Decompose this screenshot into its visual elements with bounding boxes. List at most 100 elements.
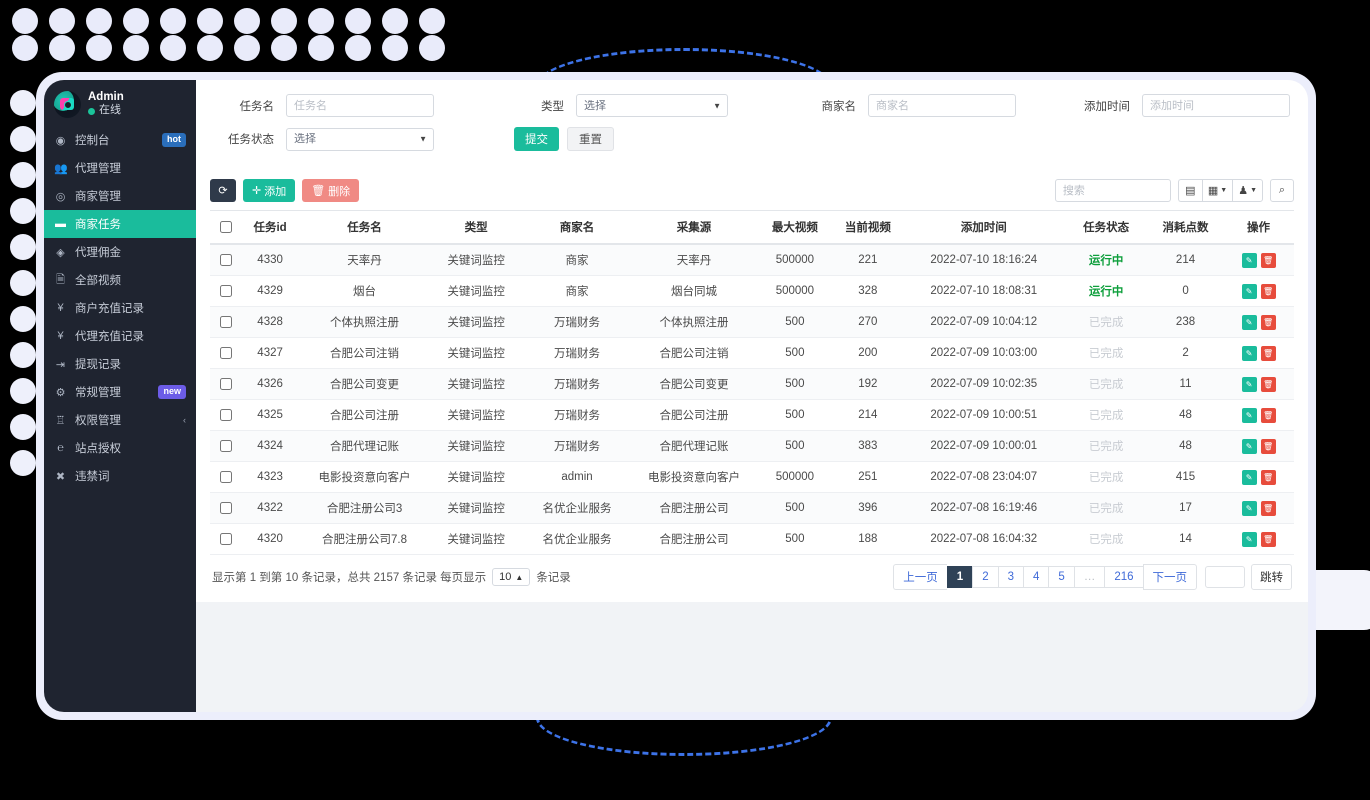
sidebar-item-5[interactable]: 🗎 全部视频 [44,266,196,294]
column-header-9[interactable]: 消耗点数 [1147,210,1224,245]
column-header-0[interactable]: 任务id [240,210,301,245]
row-checkbox[interactable] [219,378,232,390]
column-header-4[interactable]: 采集源 [630,210,758,245]
pagination-jump-button[interactable]: 跳转 [1251,564,1292,590]
sidebar-item-2[interactable]: ◎ 商家管理 [44,182,196,210]
refresh-icon[interactable]: ⟳ [210,179,236,202]
type-select[interactable]: 选择 [576,94,728,117]
row-current-video: 192 [832,368,904,400]
column-header-7[interactable]: 添加时间 [903,210,1065,245]
pencil-icon[interactable]: ✎ [1241,469,1257,485]
column-header-6[interactable]: 当前视频 [832,210,904,245]
trash-icon[interactable]: 🗑 [1260,500,1276,516]
row-checkbox[interactable] [219,440,232,452]
row-checkbox[interactable] [219,502,232,514]
added-time-input[interactable] [1142,94,1290,117]
task-name-input[interactable] [286,94,434,117]
page-size-select[interactable]: 10 ▲ [492,568,531,586]
sidebar-item-6[interactable]: ¥ 商户充值记录 [44,294,196,322]
select-all-checkbox[interactable] [219,221,232,233]
trash-icon[interactable]: 🗑 [1260,345,1276,361]
row-select-cell [210,306,241,338]
sidebar-item-12[interactable]: ✖ 违禁词 [44,462,196,490]
row-id: 4326 [240,368,301,400]
search-icon[interactable]: ⌕ [1270,179,1294,202]
column-header-8[interactable]: 任务状态 [1064,210,1148,245]
sidebar-item-7[interactable]: ¥ 代理充值记录 [44,322,196,350]
row-checkbox[interactable] [219,285,232,297]
row-checkbox[interactable] [219,471,232,483]
row-checkbox[interactable] [219,347,232,359]
pencil-icon[interactable]: ✎ [1241,283,1257,299]
row-merchant: 万瑞财务 [523,430,631,462]
trash-icon[interactable]: 🗑 [1260,407,1276,423]
pagination-prev[interactable]: 上一页 [893,564,947,590]
pencil-icon[interactable]: ✎ [1241,438,1257,454]
pencil-icon[interactable]: ✎ [1241,376,1257,392]
row-checkbox[interactable] [219,533,232,545]
pagination-page-1[interactable]: 1 [946,566,973,588]
column-header-1[interactable]: 任务名 [300,210,429,245]
pencil-icon[interactable]: ✎ [1241,531,1257,547]
table-row[interactable]: 4328 个体执照注册 关键词监控 万瑞财务 个体执照注册 500 270 2022-07-0… [210,306,1294,338]
sidebar-item-10[interactable]: ♖ 权限管理 ‹ [44,406,196,434]
pagination-page-216[interactable]: 216 [1104,566,1143,588]
pagination-page-5[interactable]: 5 [1048,566,1074,588]
add-button[interactable]: ✛ 添加 [243,179,296,202]
pencil-icon[interactable]: ✎ [1241,314,1257,330]
fullscreen-icon[interactable]: ▤ [1177,179,1202,202]
column-header-10[interactable]: 操作 [1223,210,1294,245]
task-status-select[interactable]: 选择 [286,127,434,151]
sidebar-item-9[interactable]: ⚙ 常规管理 new [44,378,196,406]
reset-button[interactable]: 重置 [567,127,614,151]
pencil-icon[interactable]: ✎ [1241,407,1257,423]
sidebar-item-1[interactable]: 👥 代理管理 [44,154,196,182]
delete-button[interactable]: 🗑 删除 [302,179,360,202]
table-row[interactable]: 4325 合肥公司注册 关键词监控 万瑞财务 合肥公司注册 500 214 2022-07-0… [210,399,1294,431]
trash-icon[interactable]: 🗑 [1260,469,1276,485]
row-checkbox[interactable] [219,316,232,328]
pencil-icon[interactable]: ✎ [1241,345,1257,361]
trash-icon[interactable]: 🗑 [1260,438,1276,454]
table-row[interactable]: 4329 烟台 关键词监控 商家 烟台同城 500000 328 2022-07-10 18:… [210,275,1294,307]
column-header-2[interactable]: 类型 [428,210,524,245]
table-row[interactable]: 4323 电影投资意向客户 关键词监控 admin 电影投资意向客户 500000 251 2… [210,461,1294,493]
table-row[interactable]: 4330 天率丹 关键词监控 商家 天率丹 500000 221 2022-07-10 18:… [210,244,1294,276]
table-row[interactable]: 4320 合肥注册公司7.8 关键词监控 名优企业服务 合肥注册公司 500 188 2022… [210,523,1294,555]
trash-icon[interactable]: 🗑 [1260,531,1276,547]
pagination-next[interactable]: 下一页 [1142,564,1197,590]
table-row[interactable]: 4327 合肥公司注销 关键词监控 万瑞财务 合肥公司注销 500 200 2022-07-0… [210,337,1294,369]
trash-icon[interactable]: 🗑 [1260,283,1276,299]
sidebar-item-11[interactable]: ℮ 站点授权 [44,434,196,462]
pagination-page-4[interactable]: 4 [1023,566,1049,588]
row-merchant: 万瑞财务 [523,368,631,400]
trash-icon[interactable]: 🗑 [1260,252,1276,268]
pencil-icon[interactable]: ✎ [1241,252,1257,268]
sidebar-item-label: 权限管理 [75,415,121,428]
trash-icon[interactable]: 🗑 [1260,376,1276,392]
sidebar-item-8[interactable]: ⇥ 提现记录 [44,350,196,378]
export-person-icon[interactable]: ♟ ▼ [1232,179,1263,202]
pencil-icon[interactable]: ✎ [1241,500,1257,516]
pagination-page-2[interactable]: 2 [972,566,998,588]
row-actions: ✎ 🗑 [1223,430,1294,462]
table-row[interactable]: 4326 合肥公司变更 关键词监控 万瑞财务 合肥公司变更 500 192 2022-07-0… [210,368,1294,400]
sidebar-item-3[interactable]: ▬ 商家任务 [44,210,196,239]
sidebar-item-0[interactable]: ◉ 控制台 hot [44,126,196,154]
column-header-5[interactable]: 最大视频 [757,210,833,245]
row-checkbox[interactable] [219,409,232,421]
sidebar-item-4[interactable]: ◈ 代理佣金 [44,238,196,266]
pagination-page-3[interactable]: 3 [997,566,1023,588]
row-checkbox[interactable] [219,254,232,266]
trash-icon[interactable]: 🗑 [1260,314,1276,330]
table-row[interactable]: 4324 合肥代理记账 关键词监控 万瑞财务 合肥代理记账 500 383 2022-07-0… [210,430,1294,462]
submit-button[interactable]: 提交 [514,127,559,151]
table-row[interactable]: 4322 合肥注册公司3 关键词监控 名优企业服务 合肥注册公司 500 396 2022-0… [210,492,1294,524]
column-header-3[interactable]: 商家名 [523,210,631,245]
search-input[interactable] [1054,179,1171,202]
pagination-jump-input[interactable] [1205,566,1245,588]
merchant-name-input[interactable] [868,94,1016,117]
columns-grid-icon[interactable]: ▦ ▼ [1201,179,1233,202]
profile-block[interactable]: Admin 在线 [44,80,196,126]
row-status: 已完成 [1064,523,1148,555]
